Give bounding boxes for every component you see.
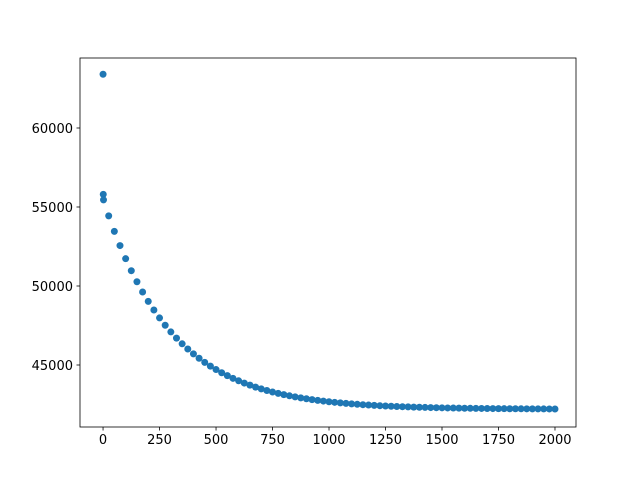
point (517, 405, 525, 413)
point (494, 405, 502, 413)
point (404, 403, 412, 411)
point (455, 404, 463, 412)
x-tick-label: 2000 (538, 433, 571, 448)
point (218, 369, 226, 377)
point (432, 404, 440, 412)
point (127, 267, 135, 275)
point (421, 403, 429, 411)
point (438, 404, 446, 412)
point (161, 321, 169, 329)
point (545, 405, 553, 413)
point (415, 403, 423, 411)
point (511, 405, 519, 413)
plot-frame (79, 57, 577, 428)
point (342, 399, 350, 407)
point (150, 306, 158, 314)
point (410, 403, 418, 411)
point (308, 396, 316, 404)
point (274, 389, 282, 397)
point (353, 400, 361, 408)
point (348, 400, 356, 408)
point (269, 388, 277, 396)
point (427, 404, 435, 412)
point (297, 394, 305, 402)
point (184, 345, 192, 353)
point (223, 372, 231, 380)
point (376, 402, 384, 410)
y-tick-label: 45000 (32, 359, 73, 374)
point (359, 401, 367, 409)
point (105, 212, 113, 220)
point (240, 379, 248, 387)
point (365, 401, 373, 409)
x-tick-label: 0 (99, 433, 107, 448)
y-tick-label: 55000 (32, 201, 73, 216)
point (206, 362, 214, 370)
point (285, 392, 293, 400)
point (212, 366, 220, 374)
point (325, 398, 333, 406)
point (444, 404, 452, 412)
point (551, 405, 559, 413)
y-tick-label: 50000 (32, 280, 73, 295)
point (534, 405, 542, 413)
point (461, 404, 469, 412)
point (370, 401, 378, 409)
point (500, 405, 508, 413)
point (195, 354, 203, 362)
point (100, 196, 108, 204)
point (523, 405, 531, 413)
point (144, 297, 152, 305)
point (156, 314, 164, 322)
point (280, 391, 288, 399)
point (331, 398, 339, 406)
point (540, 405, 548, 413)
point (472, 404, 480, 412)
point (99, 70, 107, 78)
x-tick-label: 250 (147, 433, 172, 448)
point (110, 227, 118, 235)
y-tick-label: 60000 (32, 122, 73, 137)
point (506, 405, 514, 413)
point (133, 278, 141, 286)
point (336, 399, 344, 407)
point (528, 405, 536, 413)
point (235, 377, 243, 385)
x-tick-label: 1000 (312, 433, 345, 448)
x-tick-label: 500 (204, 433, 229, 448)
point (246, 381, 254, 389)
point (99, 190, 107, 198)
point (252, 383, 260, 391)
point (387, 402, 395, 410)
point (201, 358, 209, 366)
x-tick-label: 1500 (425, 433, 458, 448)
x-tick-label: 1750 (482, 433, 515, 448)
point (291, 393, 299, 401)
point (167, 328, 175, 336)
point (478, 404, 486, 412)
point (483, 405, 491, 413)
point (189, 350, 197, 358)
point (139, 288, 147, 296)
point (466, 404, 474, 412)
point (319, 397, 327, 405)
point (172, 334, 180, 342)
x-tick-label: 750 (260, 433, 285, 448)
point (398, 403, 406, 411)
point (449, 404, 457, 412)
point (257, 385, 265, 393)
point (393, 402, 401, 410)
point (314, 396, 322, 404)
point (178, 340, 186, 348)
point (302, 395, 310, 403)
point (122, 255, 130, 263)
point (263, 386, 271, 394)
point (116, 242, 124, 250)
point (229, 374, 237, 382)
point (382, 402, 390, 410)
point (489, 405, 497, 413)
x-tick-label: 1250 (369, 433, 402, 448)
